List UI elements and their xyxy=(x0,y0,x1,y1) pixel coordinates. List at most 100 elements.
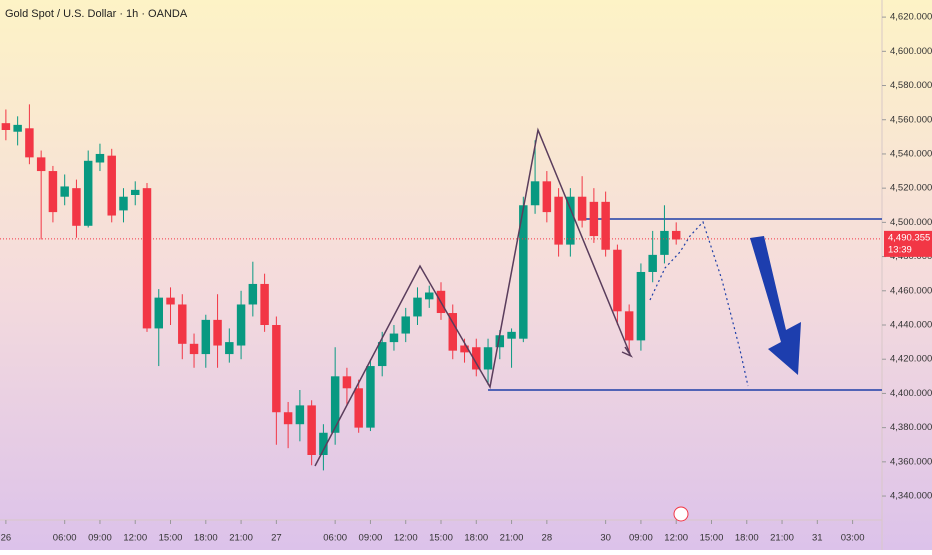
candle-body xyxy=(554,196,563,245)
candle-body xyxy=(354,388,363,428)
chart-title: Gold Spot / U.S. Dollar · 1h · OANDA xyxy=(5,8,188,20)
y-tick-label: 4,440.000 xyxy=(890,320,932,331)
candle-body xyxy=(72,188,81,226)
y-tick-label: 4,380.000 xyxy=(890,422,932,433)
x-tick-label: 27 xyxy=(271,533,282,544)
x-tick-label: 09:00 xyxy=(88,533,112,544)
candle-body xyxy=(95,153,105,163)
candle-body xyxy=(154,297,163,329)
y-tick-label: 4,500.000 xyxy=(890,217,932,228)
candle-body xyxy=(460,345,469,353)
x-tick-label: 21:00 xyxy=(500,533,524,544)
x-tick-label: 21:00 xyxy=(770,533,794,544)
candle-body xyxy=(248,283,258,305)
candle-body xyxy=(342,376,352,389)
candle-body xyxy=(636,271,646,341)
candle-body xyxy=(295,405,305,425)
candle-body xyxy=(142,188,152,329)
last-price-badge xyxy=(884,230,932,257)
candle-body xyxy=(413,297,422,317)
candle-body xyxy=(25,128,34,158)
x-tick-label: 28 xyxy=(542,533,553,544)
candle-body xyxy=(60,186,69,197)
x-tick-label: 18:00 xyxy=(464,533,488,544)
x-tick-label: 30 xyxy=(600,533,611,544)
candle-body xyxy=(613,249,622,312)
candle-body xyxy=(671,230,681,240)
x-tick-label: 09:00 xyxy=(629,533,653,544)
candle-body xyxy=(401,316,410,334)
candle-body xyxy=(36,157,46,172)
candle-body xyxy=(366,366,375,428)
x-tick-label: 18:00 xyxy=(194,533,218,544)
candle-body xyxy=(1,123,11,130)
plot-area xyxy=(0,104,882,471)
x-tick-label: 06:00 xyxy=(53,533,77,544)
candle-body xyxy=(425,292,434,300)
candle-body xyxy=(519,205,528,339)
x-tick-label: 15:00 xyxy=(159,533,183,544)
x-tick-label: 26 xyxy=(1,533,12,544)
y-tick-label: 4,560.000 xyxy=(890,114,932,125)
candle-body xyxy=(260,283,269,325)
candle-body xyxy=(307,405,316,455)
x-tick-label: 09:00 xyxy=(359,533,383,544)
last-price-label: 4,490.355 xyxy=(888,232,930,243)
x-tick-label: 12:00 xyxy=(664,533,688,544)
y-tick-label: 4,540.000 xyxy=(890,148,932,159)
candle-body xyxy=(48,171,58,213)
candle-body xyxy=(166,297,175,305)
candle-body xyxy=(107,155,116,216)
candle-body xyxy=(507,331,516,339)
y-tick-label: 4,340.000 xyxy=(890,491,932,502)
candle-body xyxy=(83,160,93,226)
candle-body xyxy=(589,201,599,237)
candle-body xyxy=(178,304,187,344)
candle-body xyxy=(660,230,669,255)
candle-body xyxy=(201,319,211,355)
candle-body xyxy=(483,347,493,370)
candle-body xyxy=(495,335,505,348)
candle-body xyxy=(225,342,234,355)
x-tick-label: 03:00 xyxy=(841,533,865,544)
y-tick-label: 4,620.000 xyxy=(890,12,932,23)
candle-body xyxy=(377,342,387,367)
x-tick-label: 12:00 xyxy=(394,533,418,544)
candle-body xyxy=(272,325,281,413)
x-tick-label: 15:00 xyxy=(700,533,724,544)
y-tick-label: 4,360.000 xyxy=(890,456,932,467)
x-tick-label: 06:00 xyxy=(323,533,347,544)
candle-body xyxy=(530,181,540,206)
candle-body xyxy=(389,333,399,343)
y-tick-label: 4,520.000 xyxy=(890,183,932,194)
event-icon xyxy=(673,506,689,522)
candle-body xyxy=(601,201,610,250)
projection-path xyxy=(649,220,749,387)
candle-body xyxy=(448,313,457,351)
zigzag-drawing xyxy=(314,127,631,467)
candle-body xyxy=(131,189,140,195)
candle-body xyxy=(319,432,328,455)
y-tick-label: 4,580.000 xyxy=(890,80,932,91)
candle-body xyxy=(566,196,575,245)
candle-body xyxy=(577,196,587,221)
y-tick-label: 4,400.000 xyxy=(890,388,932,399)
y-tick-label: 4,600.000 xyxy=(890,46,932,57)
candle-body xyxy=(13,124,22,132)
candle-body xyxy=(472,347,481,370)
candle-body xyxy=(236,304,246,346)
candle-body xyxy=(213,319,222,346)
x-tick-label: 15:00 xyxy=(429,533,453,544)
y-tick-label: 4,420.000 xyxy=(890,354,932,365)
candle-body xyxy=(189,343,199,355)
candle-body xyxy=(542,181,552,213)
zigzag-arrowhead xyxy=(621,346,634,358)
x-tick-label: 31 xyxy=(812,533,823,544)
candle-body xyxy=(283,412,293,425)
x-tick-label: 21:00 xyxy=(229,533,253,544)
candle-body xyxy=(119,196,128,211)
candle-body xyxy=(648,254,657,272)
x-tick-label: 12:00 xyxy=(123,533,147,544)
